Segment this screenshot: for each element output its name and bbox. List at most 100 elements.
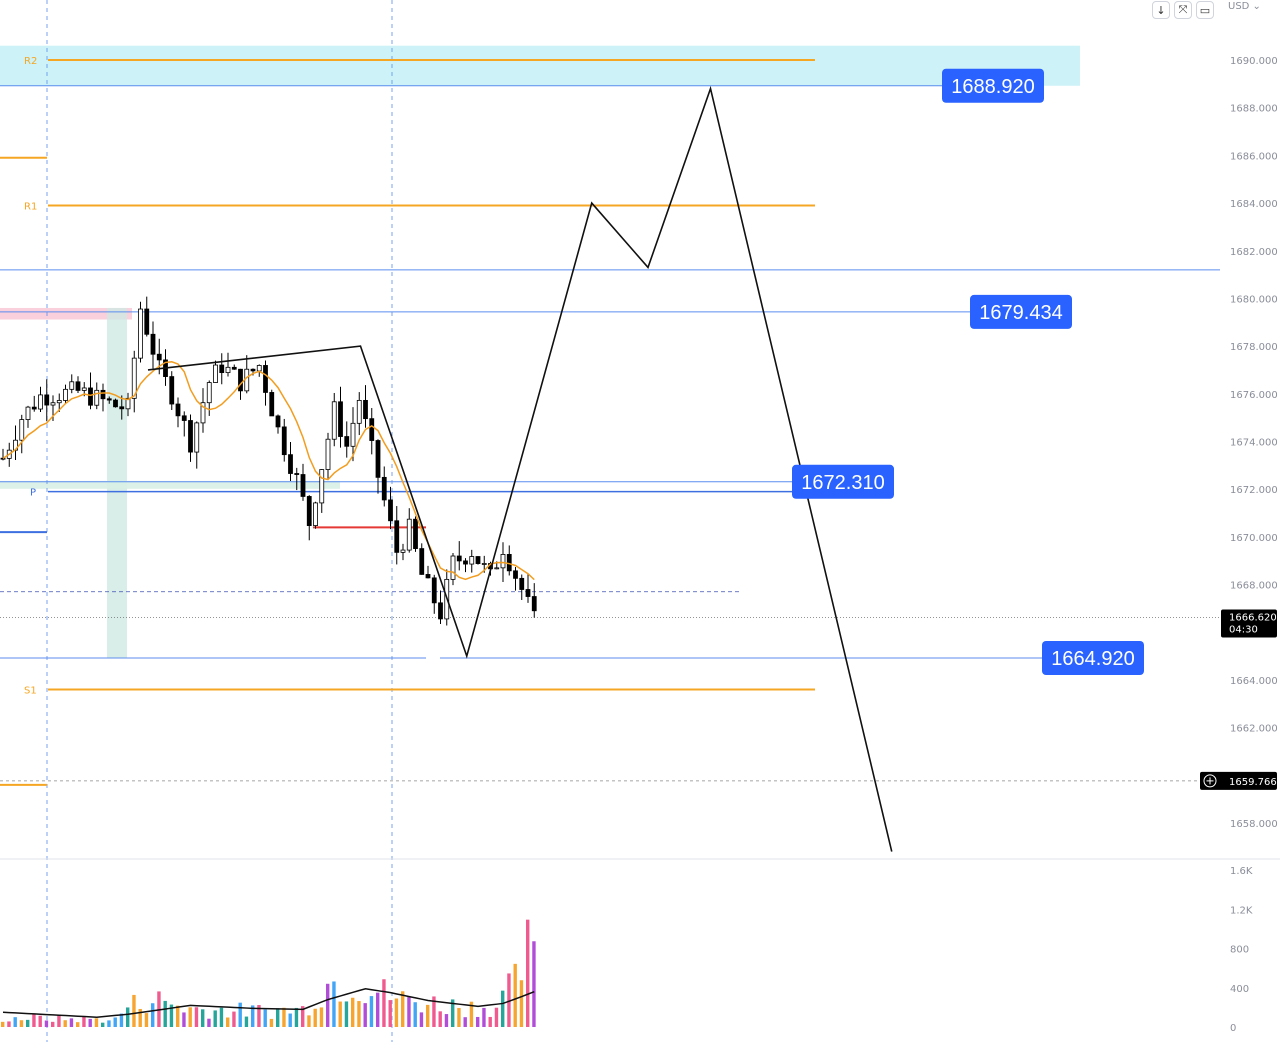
volume-bar (26, 1019, 30, 1027)
pivot-P-label: P (30, 488, 36, 499)
collapse-icon[interactable]: ⤧ (1174, 1, 1192, 19)
candle-body (206, 382, 212, 404)
volume-bar (463, 1017, 467, 1027)
supply-zone (0, 307, 132, 320)
volume-bar (351, 997, 355, 1027)
level-badge-1672-310: 1672.310 (792, 464, 894, 499)
pivot-lines: R2 R1 P S1 (0, 56, 815, 786)
resistance-zone (0, 45, 1080, 86)
volume-bar (444, 1014, 449, 1027)
volume-bar (326, 983, 330, 1027)
candle-body (381, 476, 387, 501)
candle-body (356, 399, 362, 424)
volume-bar (101, 1022, 105, 1027)
candle-body (131, 357, 137, 399)
volume-bar (494, 1007, 499, 1027)
candle-body (494, 567, 500, 570)
volume-bar (163, 1000, 167, 1027)
candle-body (106, 398, 112, 401)
candle-body (94, 389, 100, 406)
level-badge-label: 1672.310 (801, 472, 884, 494)
volume-bar (426, 1004, 430, 1027)
candle-body (200, 402, 206, 424)
volume-bar (88, 1018, 92, 1027)
candle-body (288, 454, 293, 474)
volume-bar (394, 998, 399, 1027)
volume-bar (194, 1007, 199, 1027)
candle-body (81, 387, 87, 391)
volume-bar (251, 1005, 255, 1027)
candle-body (113, 399, 118, 408)
download-icon[interactable]: ↓ (1152, 1, 1170, 19)
volume-bar (207, 1018, 211, 1027)
volume-bar (38, 1015, 42, 1027)
volume-bar (507, 973, 511, 1027)
price-tick-label: 1676.000 (1230, 390, 1278, 401)
candle-body (513, 570, 518, 579)
volume-tick-label: 1.2K (1230, 905, 1253, 916)
volume-bar (1, 1021, 5, 1027)
crosshair-vertical-lines (46, 0, 393, 1042)
volume-bar (7, 1021, 11, 1027)
volume-bar (482, 1007, 486, 1027)
candle-body (300, 474, 306, 497)
candle-body (63, 388, 68, 401)
volume-bar (269, 1018, 274, 1027)
volume-bar (219, 1007, 224, 1027)
level-badge-bg (792, 464, 894, 499)
pivot-band (0, 480, 340, 489)
volume-bar (138, 1008, 142, 1027)
volume-bar (19, 1020, 24, 1027)
level-badge-bg (1042, 641, 1144, 676)
candle-body (338, 401, 343, 437)
candle-body (369, 418, 375, 441)
level-badge-1688-920: 1688.920 (942, 68, 1044, 103)
volume-tick-label: 0 (1230, 1023, 1236, 1034)
volume-tick-label: 1.6K (1230, 866, 1253, 877)
volume-bar (501, 990, 505, 1027)
volume-bar (476, 1016, 480, 1027)
candle-body (319, 469, 325, 504)
volume-bar (457, 1008, 461, 1027)
volume-bar (413, 1002, 417, 1027)
candle-body (306, 496, 312, 526)
volume-bar (63, 1020, 67, 1027)
candle-body (219, 364, 225, 374)
volume-bar (432, 996, 436, 1027)
volume-bar (307, 1015, 311, 1027)
volume-bar (401, 991, 405, 1027)
level-badges[interactable]: 1688.920 1679.434 1672.310 1664.920 (792, 68, 1144, 676)
level-badge-bg (970, 294, 1072, 329)
candle-body (294, 473, 300, 475)
candle-body (419, 548, 425, 575)
candle-body (56, 400, 62, 404)
candle-body (144, 308, 150, 335)
volume-bar (82, 1016, 86, 1027)
candle-body (344, 436, 350, 447)
candle-body (313, 502, 318, 526)
volume-bar (513, 963, 517, 1027)
candle-body (406, 518, 412, 551)
volume-bar (451, 999, 455, 1027)
volume-bar (338, 1001, 342, 1027)
volume-bar (488, 1016, 492, 1027)
currency-selector[interactable]: USD ⌄ (1228, 1, 1261, 12)
candle-body (500, 554, 506, 569)
add-alert-icon (1203, 774, 1217, 788)
chart-toolbar: ↓ ⤧ ▭ (1152, 1, 1214, 19)
last-price-tag (1221, 609, 1277, 638)
volume-bar (257, 1005, 261, 1027)
volume-bar (294, 1007, 299, 1027)
candle-body (188, 420, 193, 453)
moving-average (2, 361, 535, 581)
candle-body (331, 401, 337, 440)
candle-body (69, 381, 75, 390)
candle-body (375, 440, 381, 478)
volume-bar (51, 1021, 55, 1027)
candle-body (225, 366, 231, 374)
fullscreen-icon[interactable]: ▭ (1196, 1, 1214, 19)
volume-bar (376, 992, 380, 1027)
candle-body (238, 368, 243, 392)
